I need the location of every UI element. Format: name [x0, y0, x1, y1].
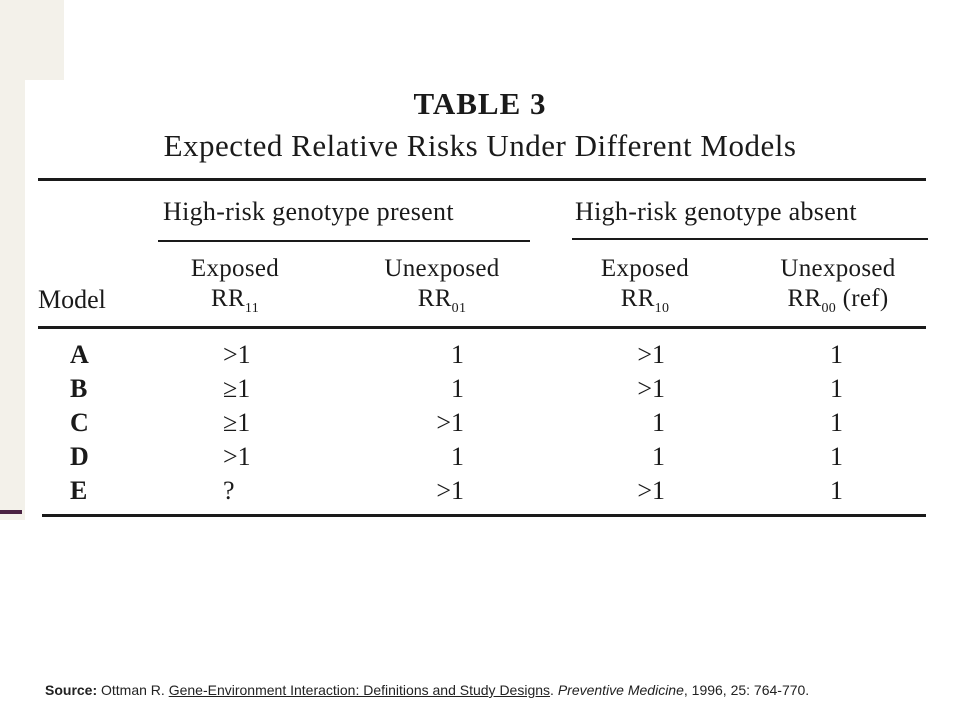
- column-header-label: Exposed: [190, 255, 280, 282]
- column-header-label: Unexposed: [384, 255, 500, 282]
- rr10-cell: >1: [637, 374, 665, 403]
- ref-label: (ref): [842, 285, 889, 312]
- rr-label: RR: [210, 285, 245, 312]
- column-header-exposed-present: Exposed RR11: [160, 254, 310, 324]
- decorative-block-side: [0, 80, 25, 520]
- column-header-label: Exposed: [600, 255, 690, 282]
- rr01-cell: 1: [451, 340, 464, 369]
- column-header-model: Model: [38, 285, 106, 314]
- rr-label: RR: [417, 285, 452, 312]
- rr11-cell: ?: [223, 476, 235, 505]
- source-label: Source:: [45, 682, 98, 698]
- rr10-cell: >1: [637, 476, 665, 505]
- rr01-cell: >1: [436, 408, 464, 437]
- decorative-accent-bar: [0, 510, 22, 514]
- table-row: A >1 1 >1 1: [0, 338, 960, 372]
- table-row: C ≥1 >1 1 1: [0, 406, 960, 440]
- rr-subscript: 10: [654, 301, 670, 316]
- column-header-unexposed-present: Unexposed RR01: [362, 254, 522, 324]
- source-journal: Preventive Medicine: [557, 682, 684, 698]
- model-cell: B: [70, 374, 88, 403]
- table-row: D >1 1 1 1: [0, 440, 960, 474]
- model-cell: E: [70, 476, 88, 505]
- rr11-cell: ≥1: [223, 408, 251, 437]
- table-title: TABLE 3: [413, 86, 547, 121]
- model-cell: C: [70, 408, 89, 437]
- rr01-cell: >1: [436, 476, 464, 505]
- rr-label: RR: [787, 285, 822, 312]
- source-title-link[interactable]: Gene-Environment Interaction: Definition…: [168, 682, 551, 698]
- group-header-absent: High-risk genotype absent: [575, 197, 857, 226]
- bottom-rule: [42, 514, 926, 517]
- table-row: E ? >1 >1 1: [0, 474, 960, 508]
- table-row: B ≥1 1 >1 1: [0, 372, 960, 406]
- rr-subscript: 11: [244, 301, 260, 316]
- rr10-cell: 1: [652, 408, 665, 437]
- rr-label: RR: [620, 285, 655, 312]
- source-author: Ottman R.: [101, 682, 165, 698]
- decorative-block-top: [0, 0, 64, 80]
- column-header-exposed-absent: Exposed RR10: [565, 254, 725, 324]
- rr00-cell: 1: [830, 442, 843, 471]
- source-details: , 1996, 25: 764-770.: [683, 682, 810, 698]
- group-underline-absent: [572, 238, 928, 240]
- rr10-cell: >1: [637, 340, 665, 369]
- model-cell: A: [70, 340, 89, 369]
- rr01-cell: 1: [451, 374, 464, 403]
- rr11-cell: >1: [223, 340, 251, 369]
- group-header-present: High-risk genotype present: [163, 197, 454, 226]
- table-subtitle: Expected Relative Risks Under Different …: [163, 128, 797, 163]
- column-header-unexposed-absent: Unexposed RR00 (ref): [748, 254, 928, 324]
- group-underline-present: [158, 240, 530, 242]
- rr11-cell: ≥1: [223, 374, 251, 403]
- rr00-cell: 1: [830, 374, 843, 403]
- rr00-cell: 1: [830, 476, 843, 505]
- header-rule: [38, 326, 926, 329]
- rr10-cell: 1: [652, 442, 665, 471]
- top-rule: [38, 178, 926, 181]
- source-citation: Source: Ottman R. Gene-Environment Inter…: [45, 682, 810, 698]
- rr11-cell: >1: [223, 442, 251, 471]
- rr-subscript: 01: [451, 301, 467, 316]
- column-header-label: Unexposed: [780, 255, 896, 282]
- rr01-cell: 1: [451, 442, 464, 471]
- rr-subscript: 00: [821, 301, 837, 316]
- rr00-cell: 1: [830, 340, 843, 369]
- rr00-cell: 1: [830, 408, 843, 437]
- model-cell: D: [70, 442, 89, 471]
